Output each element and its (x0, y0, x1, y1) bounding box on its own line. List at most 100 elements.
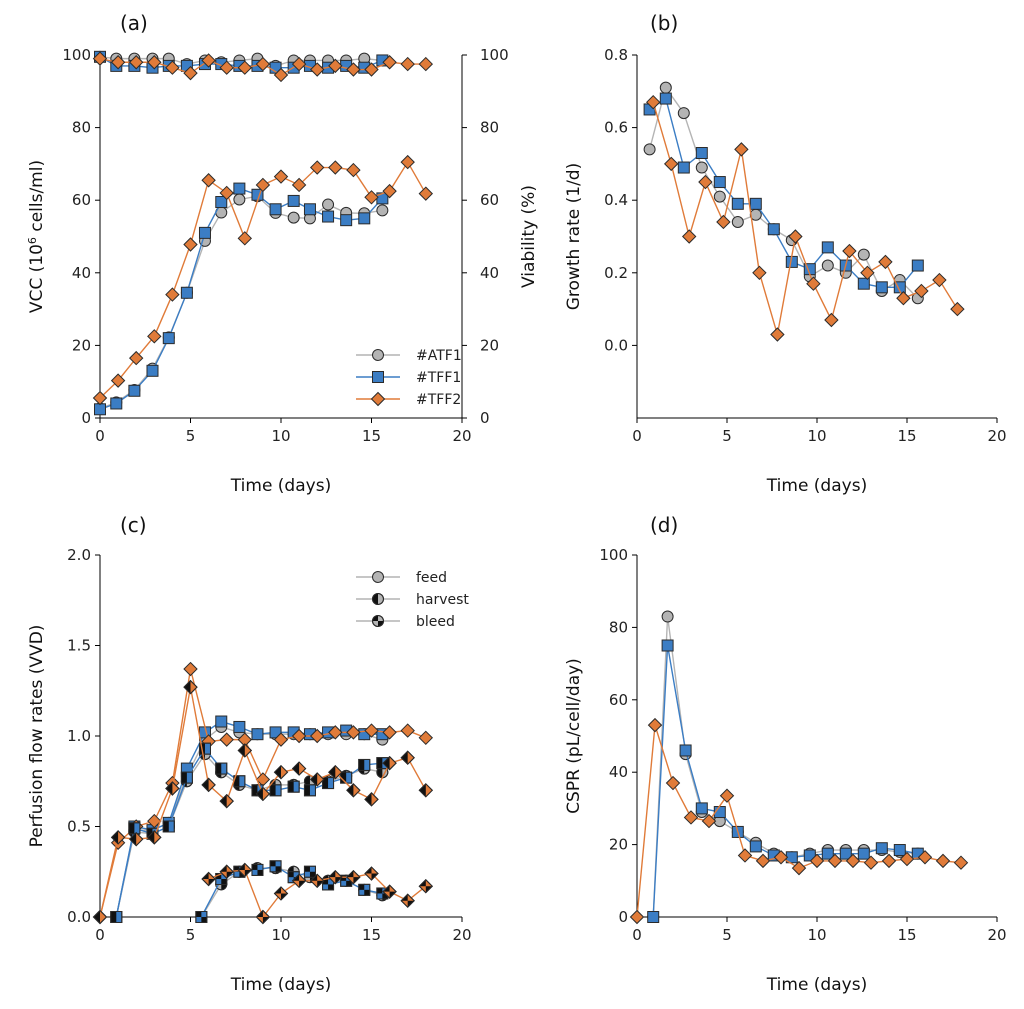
data-point (716, 214, 731, 230)
data-point (953, 855, 969, 870)
data-point (219, 793, 234, 809)
x-tick-label: 10 (271, 427, 290, 445)
series-line (652, 101, 958, 335)
data-point (418, 186, 434, 201)
data-point (400, 893, 415, 908)
data-point (309, 62, 325, 77)
data-point (382, 55, 397, 70)
data-point (251, 728, 264, 741)
data-point (809, 853, 825, 869)
data-point (863, 855, 879, 870)
data-point (110, 397, 123, 410)
data-point (269, 784, 282, 797)
data-point (806, 276, 821, 291)
data-point (128, 831, 144, 847)
data-point (663, 156, 679, 172)
data-point (251, 863, 264, 876)
data-point (827, 853, 843, 869)
data-point (215, 762, 228, 775)
series-line (99, 687, 427, 918)
y-right-tick-label: 0 (480, 409, 490, 427)
series (201, 862, 434, 925)
panel-title: (c) (120, 513, 147, 537)
data-point (731, 215, 744, 228)
data-point (183, 65, 198, 81)
y-right-tick-label: 40 (480, 264, 499, 282)
series-viability (92, 51, 434, 83)
data-point (201, 871, 216, 887)
series (643, 81, 924, 305)
data-point (273, 886, 289, 901)
data-point (255, 177, 271, 193)
x-tick-label: 10 (807, 926, 826, 944)
data-point (400, 56, 415, 72)
data-point (364, 723, 379, 738)
data-point (845, 853, 861, 869)
data-point (328, 869, 343, 885)
data-point (917, 850, 933, 865)
y-tick-label: 0.8 (604, 46, 628, 64)
data-point (269, 203, 282, 216)
data-point (322, 777, 335, 790)
data-point (198, 226, 211, 239)
data-point (215, 196, 228, 209)
data-point (376, 204, 389, 217)
data-point (400, 154, 415, 170)
legend-marker (372, 371, 384, 383)
data-point (821, 241, 834, 254)
series-line (649, 97, 919, 289)
data-point (950, 301, 965, 317)
data-point (162, 820, 175, 833)
data-point (183, 661, 198, 677)
data-point (183, 237, 198, 252)
data-point (128, 55, 144, 70)
data-point (647, 911, 660, 923)
data-point (110, 830, 126, 845)
data-point (860, 265, 875, 281)
data-point (679, 744, 692, 757)
data-point (647, 717, 663, 733)
y-tick-label: 0.4 (604, 191, 628, 209)
data-point (128, 384, 141, 397)
series (647, 610, 924, 923)
data-point (821, 259, 834, 272)
data-point (695, 802, 708, 815)
y-tick-label: 20 (72, 336, 91, 354)
data-point (291, 761, 307, 776)
y-tick-label: 0.2 (604, 264, 628, 282)
series (92, 154, 434, 406)
data-point (340, 771, 353, 784)
panel-1: 0 5 10 15 20 0 20 40 60 80 100 0 20 40 60 80 100 (a) Time … (26, 11, 540, 496)
x-axis-label: Time (days) (766, 476, 867, 496)
x-tick-label: 20 (452, 427, 471, 445)
data-point (857, 847, 870, 860)
y-tick-label: 0 (618, 908, 628, 926)
data-point (659, 81, 672, 94)
data-point (358, 883, 371, 896)
data-point (857, 248, 870, 261)
legend-label: #ATF1 (416, 348, 462, 364)
data-point (683, 810, 699, 825)
x-axis-label: Time (days) (230, 476, 331, 496)
data-point (695, 147, 708, 160)
data-point (233, 720, 246, 733)
x-tick-label: 15 (362, 427, 381, 445)
data-point (659, 92, 672, 105)
data-point (340, 214, 353, 227)
data-point (418, 879, 434, 894)
data-point (382, 725, 397, 740)
panel-title: (d) (650, 513, 678, 537)
data-point (309, 772, 325, 787)
y-tick-label: 0 (81, 409, 91, 427)
data-point (346, 725, 361, 740)
data-point (303, 784, 316, 797)
y-tick-label: 80 (72, 119, 91, 137)
data-point (857, 277, 870, 290)
data-point (94, 403, 106, 416)
y-tick-label: 80 (609, 618, 628, 636)
data-point (147, 830, 162, 845)
data-point (911, 259, 924, 272)
data-point (665, 775, 681, 791)
x-tick-label: 0 (632, 926, 642, 944)
data-point (893, 281, 906, 294)
